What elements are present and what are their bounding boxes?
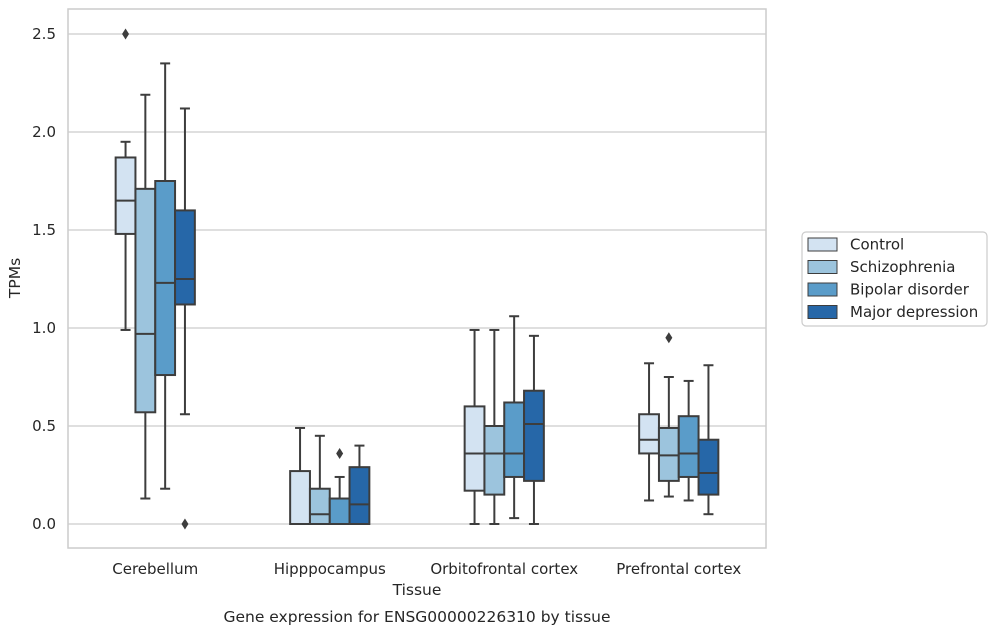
legend-label: Bipolar disorder: [850, 281, 970, 299]
box-control: [638, 362, 660, 502]
x-tick-labels: Cerebellum Hipppocampus Orbitofrontal cort…: [112, 560, 741, 578]
y-tick-label: 2.5: [32, 25, 56, 43]
box-major-depression: [174, 107, 196, 530]
legend-label: Control: [850, 236, 904, 254]
box-body: [154, 180, 177, 377]
x-tick-label: Prefrontal cortex: [616, 560, 741, 578]
box-body: [677, 415, 700, 478]
outlier-point: [665, 332, 673, 344]
y-axis-label: TPMs: [6, 258, 24, 299]
x-axis-label: Tissue: [392, 581, 442, 599]
box-body: [638, 413, 660, 455]
box-bipolar-disorder: [154, 62, 177, 490]
box-body: [348, 466, 371, 526]
box-schizophrenia: [134, 93, 157, 500]
box-control: [289, 426, 311, 525]
outlier-point: [181, 518, 189, 530]
legend-swatch: [807, 237, 838, 252]
box-major-depression: [523, 334, 545, 525]
y-tick-label: 2.0: [32, 123, 56, 141]
y-tick-labels: 0.0 0.5 1.0 1.5 2.0 2.5: [32, 25, 56, 533]
legend: Control Schizophrenia Bipolar disorder Majo…: [801, 231, 988, 327]
box-body: [328, 497, 351, 525]
y-tick-label: 0.0: [32, 515, 56, 533]
y-tick-label: 0.5: [32, 417, 56, 435]
legend-frame: [801, 231, 988, 327]
box-schizophrenia: [483, 328, 506, 525]
box-major-depression: [697, 364, 720, 516]
box-schizophrenia: [308, 434, 331, 525]
legend-label: Major depression: [850, 303, 978, 321]
plot-frame: [67, 8, 767, 549]
chart-caption: Gene expression for ENSG00000226310 by t…: [223, 608, 610, 626]
outlier-point: [336, 447, 344, 459]
box-control: [463, 328, 486, 525]
box-body: [503, 401, 526, 478]
box-body: [114, 156, 137, 235]
box-body: [308, 487, 331, 525]
legend-swatch: [807, 282, 838, 297]
box-bipolar-disorder: [328, 447, 351, 525]
x-tick-label: Orbitofrontal cortex: [430, 560, 578, 578]
y-tick-label: 1.5: [32, 221, 56, 239]
legend-swatch: [807, 305, 838, 319]
y-tick-label: 1.0: [32, 319, 56, 337]
box-body: [174, 209, 196, 306]
legend-label: Schizophrenia: [850, 258, 955, 276]
box-major-depression: [348, 444, 371, 526]
box-groups: [114, 28, 720, 530]
box-body: [697, 438, 720, 496]
x-tick-label: Hipppocampus: [274, 560, 386, 578]
box-body: [483, 425, 506, 496]
category-group: [463, 315, 545, 525]
box-body: [289, 470, 311, 525]
category-group: [114, 28, 196, 530]
box-body: [523, 389, 545, 482]
category-group: [638, 332, 720, 516]
legend-swatch: [807, 260, 838, 274]
box-schizophrenia: [657, 332, 680, 498]
box-control: [114, 28, 137, 331]
box-bipolar-disorder: [503, 315, 526, 520]
x-tick-label: Cerebellum: [112, 560, 198, 578]
outlier-point: [122, 28, 130, 40]
box-body: [463, 405, 486, 492]
box-body: [134, 187, 157, 414]
box-bipolar-disorder: [677, 379, 700, 502]
category-group: [289, 426, 371, 526]
